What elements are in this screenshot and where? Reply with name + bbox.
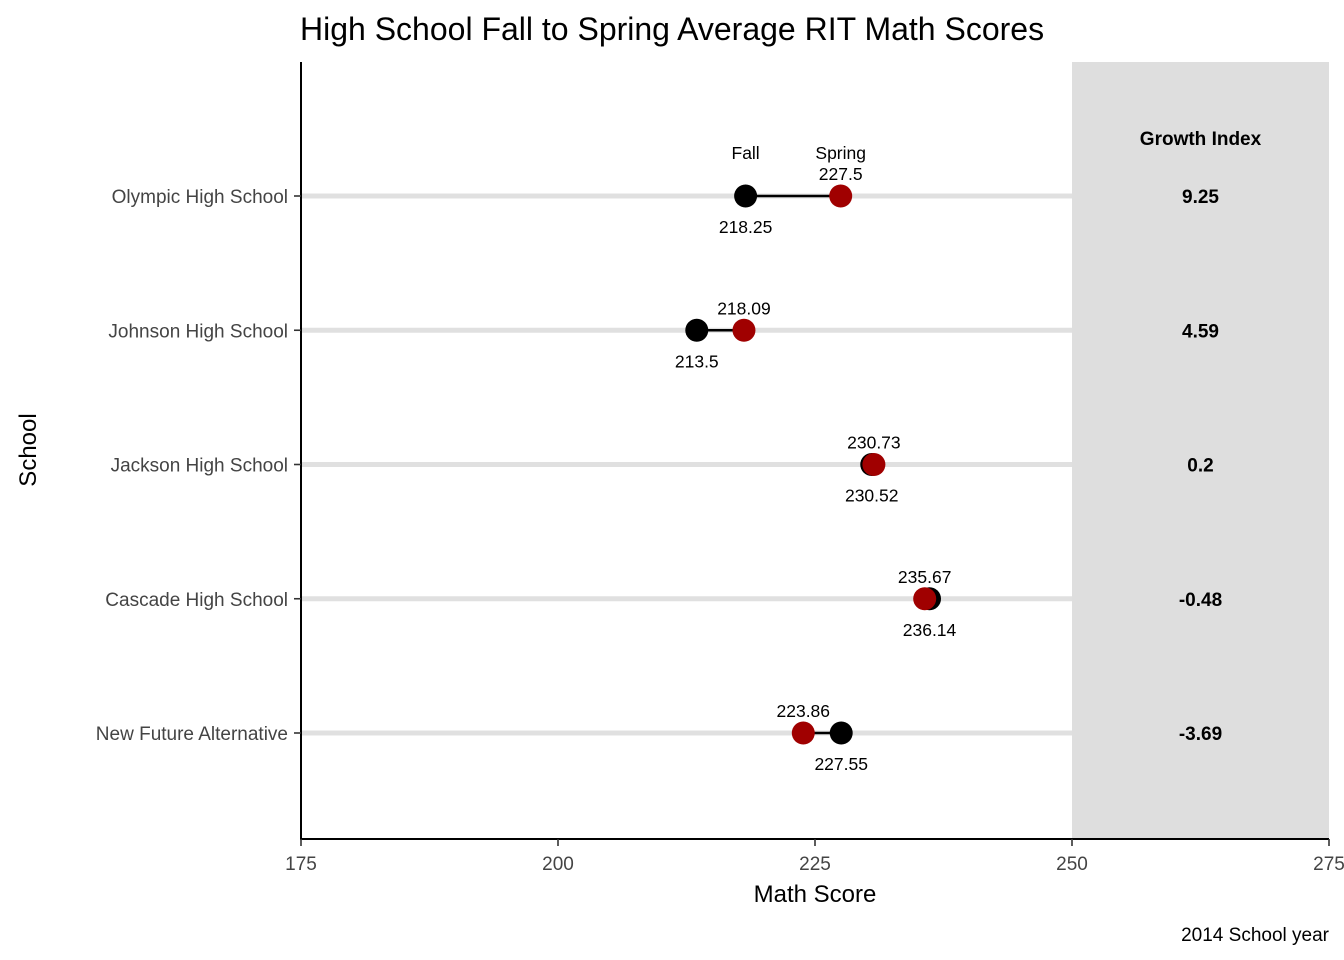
growth-index-value: 9.25 — [1182, 187, 1219, 208]
fall-point — [829, 721, 853, 745]
fall-value-label: 236.14 — [903, 620, 957, 640]
spring-value-label: 227.5 — [819, 164, 863, 184]
spring-value-label: 230.73 — [847, 433, 901, 453]
growth-index-value: 0.2 — [1187, 456, 1213, 477]
x-tick-label: 275 — [1313, 854, 1344, 875]
plot-area: Growth Index 175 200 225 250 275 Olympic High … — [96, 62, 1344, 875]
y-tick-label: New Future Alternative — [96, 724, 288, 745]
fall-value-label: 227.55 — [814, 754, 868, 774]
fall-point — [734, 184, 758, 208]
x-tick-label: 225 — [799, 854, 831, 875]
fall-value-label: 230.52 — [845, 486, 899, 506]
chart-title: High School Fall to Spring Average RIT M… — [300, 11, 1044, 47]
x-tick-label: 200 — [542, 854, 574, 875]
spring-point — [862, 453, 886, 476]
spring-value-label: 218.09 — [717, 298, 771, 318]
spring-point — [732, 318, 756, 342]
y-tick-label: Jackson High School — [111, 456, 288, 477]
y-tick-label: Olympic High School — [112, 187, 288, 208]
fall-point — [685, 318, 709, 342]
y-tick-label: Cascade High School — [105, 590, 288, 611]
x-tick-label: 175 — [285, 854, 317, 875]
y-axis-title: School — [15, 413, 42, 486]
fall-value-label: 218.25 — [719, 217, 773, 237]
growth-index-panel — [1072, 62, 1329, 839]
spring-value-label: 235.67 — [898, 567, 952, 587]
spring-point — [791, 721, 815, 745]
x-axis-title: Math Score — [754, 881, 877, 908]
fall-value-label: 213.5 — [675, 351, 719, 371]
growth-index-value: -3.69 — [1179, 724, 1222, 745]
caption: 2014 School year — [1181, 925, 1330, 946]
x-tick-label: 250 — [1056, 854, 1088, 875]
growth-index-value: 4.59 — [1182, 321, 1219, 342]
legend-spring-label: Spring — [815, 143, 866, 163]
y-tick-label: Johnson High School — [108, 321, 288, 342]
spring-point — [913, 587, 937, 611]
spring-point — [829, 184, 853, 208]
legend-fall-label: Fall — [732, 143, 760, 163]
spring-value-label: 223.86 — [777, 701, 831, 721]
growth-index-header: Growth Index — [1140, 129, 1262, 150]
growth-index-value: -0.48 — [1179, 590, 1222, 611]
